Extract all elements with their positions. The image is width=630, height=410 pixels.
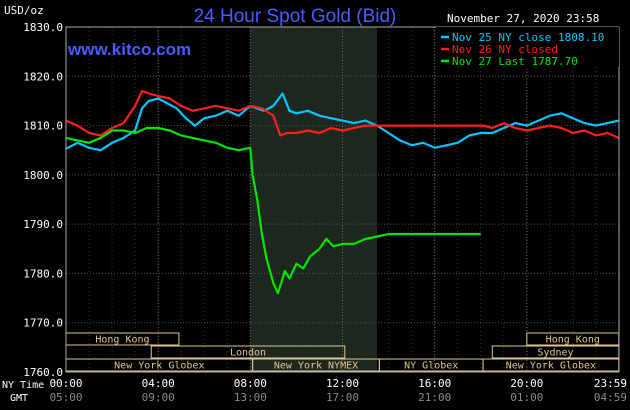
y-tick-label: 1820.0 — [23, 70, 63, 83]
series-line-3 — [65, 126, 481, 295]
x-tick-label-gmt: 05:00 — [49, 391, 82, 404]
session-label: New York NYMEX — [274, 361, 358, 372]
legend-entry: Nov 26 NY closed — [452, 43, 558, 56]
x-tick-label-ny: 23:59 — [594, 377, 627, 390]
nymex-highlight-band — [250, 27, 378, 372]
series-line-1 — [65, 92, 620, 152]
x-axis-ny-label: NY Time — [2, 380, 44, 391]
x-tick-label-ny: 20:00 — [510, 377, 543, 390]
y-tick-label: 1760.0 — [23, 366, 63, 379]
legend-background — [436, 27, 619, 67]
session-label: Hong Kong — [546, 335, 600, 346]
x-axis-gmt-label: GMT — [10, 393, 28, 404]
y-tick-label: 1800.0 — [23, 169, 63, 182]
x-tick-label-gmt: 13:00 — [234, 391, 267, 404]
x-tick-label-ny: 16:00 — [418, 377, 451, 390]
source-watermark: www.kitco.com — [67, 40, 191, 59]
x-tick-label-ny: 12:00 — [326, 377, 359, 390]
session-label: London — [230, 348, 266, 359]
x-tick-label-gmt: 21:00 — [418, 391, 451, 404]
session-label: New York Globex — [506, 361, 596, 372]
y-tick-label: 1770.0 — [23, 317, 63, 330]
y-tick-label: 1830.0 — [23, 21, 63, 34]
x-tick-label-ny: 04:00 — [142, 377, 175, 390]
y-tick-label: 1790.0 — [23, 218, 63, 231]
chart-title: 24 Hour Spot Gold (Bid) — [194, 6, 397, 27]
x-tick-label-gmt: 04:59 — [594, 391, 627, 404]
legend-entry: Nov 25 NY close 1808.10 — [452, 31, 604, 44]
x-tick-label-gmt: 17:00 — [326, 391, 359, 404]
session-label: New York Globex — [114, 361, 204, 372]
series-line-2 — [65, 89, 620, 139]
x-tick-label-ny: 08:00 — [234, 377, 267, 390]
date-time-stamp: November 27, 2020 23:58 — [447, 12, 599, 25]
session-label: Hong Kong — [95, 335, 149, 346]
y-tick-label: 1810.0 — [23, 120, 63, 133]
plot-frame — [65, 26, 620, 373]
legend-entry: Nov 27 Last 1787.70 — [452, 55, 578, 68]
session-label: Sydney — [537, 348, 573, 359]
session-bar — [150, 345, 346, 359]
y-axis-unit-label: USD/oz — [4, 4, 44, 17]
x-tick-label-ny: 00:00 — [49, 377, 82, 390]
x-tick-label-gmt: 09:00 — [142, 391, 175, 404]
session-label: NY Globex — [404, 361, 458, 372]
x-tick-label-gmt: 01:00 — [510, 391, 543, 404]
y-tick-label: 1780.0 — [23, 267, 63, 280]
